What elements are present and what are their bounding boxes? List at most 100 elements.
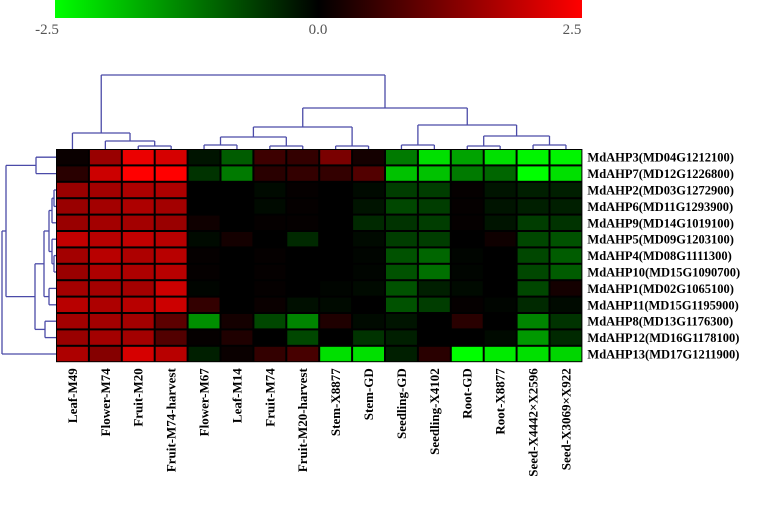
heatmap-cell (320, 281, 352, 296)
heatmap-cell (287, 346, 319, 362)
heatmap-cell (188, 264, 220, 280)
heatmap-cell (386, 297, 417, 312)
row-label: MdAHP4(MD08G1111300) (587, 249, 731, 263)
heatmap-cell (122, 166, 154, 181)
heatmap-cell (517, 264, 549, 280)
heatmap-cell (517, 346, 549, 362)
heatmap-cell (484, 248, 516, 263)
heatmap-cell (451, 232, 483, 247)
heatmap-cell (517, 281, 549, 296)
heatmap-cell (122, 281, 154, 296)
heatmap-cell (254, 199, 286, 214)
heatmap-cell (353, 330, 384, 345)
heatmap-cell (57, 264, 88, 280)
heatmap-cell (484, 166, 516, 181)
heatmap-cell (287, 232, 319, 247)
heatmap-cell (517, 297, 549, 312)
heatmap-cell (418, 199, 450, 214)
heatmap-cell (221, 346, 253, 362)
heatmap-cell (188, 232, 220, 247)
heatmap-cell (484, 199, 516, 214)
heatmap-cell (89, 297, 121, 312)
heatmap-cell (451, 166, 483, 181)
heatmap-cell (221, 297, 253, 312)
heatmap-cell (550, 232, 582, 247)
heatmap-cell (418, 264, 450, 280)
heatmap-cell (320, 182, 352, 198)
heatmap-cell (287, 281, 319, 296)
heatmap-cell (254, 215, 286, 230)
heatmap-cell (287, 297, 319, 312)
heatmap-cell (188, 215, 220, 230)
heatmap-cell (320, 150, 352, 165)
heatmap-cell (89, 281, 121, 296)
row-label: MdAHP7(MD12G1226800) (587, 167, 734, 181)
row-label: MdAHP3(MD04G1212100) (587, 151, 734, 165)
heatmap-cell (320, 314, 352, 329)
heatmap-cell (57, 248, 88, 263)
heatmap-cell (484, 150, 516, 165)
heatmap-cell (418, 297, 450, 312)
heatmap-cell (550, 264, 582, 280)
heatmap-cell (386, 166, 417, 181)
heatmap-cell (155, 150, 187, 165)
row-label: MdAHP11(MD15G1195900) (587, 298, 738, 312)
heatmap-cell (484, 297, 516, 312)
row-label: MdAHP9(MD14G1019100) (587, 216, 734, 230)
heatmap-cell (386, 264, 417, 280)
heatmap-cell (386, 346, 417, 362)
heatmap-cell (353, 215, 384, 230)
heatmap-cell (89, 248, 121, 263)
row-label: MdAHP1(MD02G1065100) (587, 282, 734, 296)
heatmap-cell (89, 264, 121, 280)
heatmap-cell (89, 182, 121, 198)
heatmap-cell (517, 199, 549, 214)
heatmap-cell (221, 232, 253, 247)
heatmap-cell (517, 215, 549, 230)
heatmap-cell (386, 281, 417, 296)
heatmap-cell (550, 314, 582, 329)
heatmap-cell (89, 215, 121, 230)
column-label: Fruit-M20-harvest (295, 368, 310, 473)
heatmap-cell (57, 166, 88, 181)
heatmap-cell (155, 215, 187, 230)
heatmap-cell (188, 248, 220, 263)
heatmap-cell (418, 232, 450, 247)
heatmap-cell (221, 264, 253, 280)
heatmap-cell (254, 232, 286, 247)
heatmap-cell (122, 150, 154, 165)
heatmap-cell (451, 264, 483, 280)
heatmap-cell (57, 150, 88, 165)
column-label: Stem-GD (361, 368, 376, 420)
heatmap-cell (320, 199, 352, 214)
heatmap-cell (451, 346, 483, 362)
row-label: MdAHP8(MD13G1176300) (587, 315, 733, 329)
heatmap-cell (254, 297, 286, 312)
heatmap-cell (451, 314, 483, 329)
heatmap-cell (353, 199, 384, 214)
colorbar-tick-max: 2.5 (562, 22, 582, 38)
heatmap-cell (89, 330, 121, 345)
heatmap-cell (57, 182, 88, 198)
heatmap-cell (484, 264, 516, 280)
heatmap-cell (517, 330, 549, 345)
heatmap-cell (188, 199, 220, 214)
heatmap-cell (550, 346, 582, 362)
heatmap-cell (418, 248, 450, 263)
heatmap-cell (320, 297, 352, 312)
heatmap-cell (484, 281, 516, 296)
heatmap-cell (89, 166, 121, 181)
heatmap-cell (221, 199, 253, 214)
heatmap-cell (386, 248, 417, 263)
column-label: Fruit-M74 (262, 368, 277, 427)
heatmap-cell (320, 264, 352, 280)
heatmap-cell (517, 166, 549, 181)
heatmap-cell (188, 150, 220, 165)
heatmap-cell (484, 182, 516, 198)
heatmap-cell (386, 215, 417, 230)
heatmap-cell (418, 182, 450, 198)
heatmap-cell (418, 215, 450, 230)
heatmap-cell (550, 150, 582, 165)
heatmap-cell (353, 314, 384, 329)
